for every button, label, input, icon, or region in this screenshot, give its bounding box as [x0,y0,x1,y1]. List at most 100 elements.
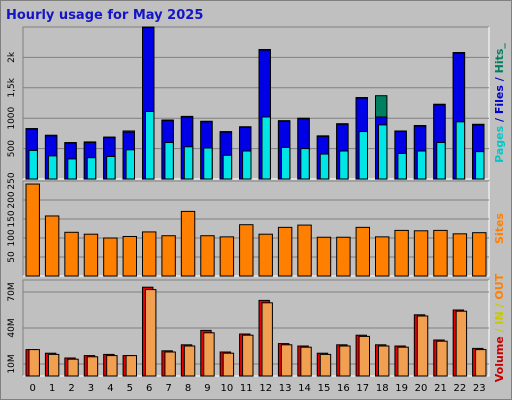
panel-frame-shadow [22,26,489,179]
bar-out-8 [183,345,196,377]
y-tick-label: 200 [7,191,17,208]
legend-entry: _ [493,43,506,49]
bar-pages-14 [300,148,310,180]
side-legend-label: Sites [493,213,506,244]
bar-sites-5 [122,235,138,277]
bar-pages-8 [183,146,194,180]
bar-sites-2 [64,231,79,277]
y-tick-label: 150 [7,210,17,227]
bar-pages-10 [222,154,233,180]
panel-frame-highlight [23,280,490,377]
y-tick-label: 10M [7,354,17,373]
chart-title: Hourly usage for May 2025 [6,8,203,23]
bar-out-3 [86,356,99,377]
bar-pages-9 [203,147,213,180]
y-tick-label: 1,5k [7,77,17,97]
bar-out-14 [300,346,312,377]
bar-out-7 [164,351,176,377]
bar-sites-19 [394,229,409,277]
bar-pages-16 [339,150,349,180]
y-tick-label: 250 [7,172,17,189]
bar-sites-14 [297,224,312,277]
bar-out-1 [47,353,60,377]
bar-out-22 [455,310,468,377]
y-tick-label: 2k [7,51,17,63]
bar-sites-12 [258,233,273,277]
bar-out-4 [106,355,118,377]
x-tick-label: 7 [165,383,171,394]
bar-pages-3 [86,157,97,180]
bar-pages-7 [164,142,174,180]
bar-sites-7 [161,235,176,277]
bar-pages-6 [145,111,155,180]
bar-sites-3 [83,233,99,277]
bar-out-9 [203,332,215,377]
side-legend-label: Pages / Files / Hits_ [493,43,506,163]
bar-sites-15 [316,236,332,277]
x-tick-label: 8 [185,383,191,394]
bar-out-11 [242,334,254,377]
x-tick-label: 15 [318,383,331,394]
x-tick-label: 12 [259,383,272,394]
bar-pages-20 [416,150,427,180]
bar-out-19 [397,346,409,377]
x-tick-label: 11 [240,383,253,394]
legend-entry: Volume [493,336,506,382]
bar-pages-13 [280,146,291,180]
legend-entry: OUT [493,273,506,299]
legend-entry: Sites [493,213,506,244]
legend-entry: / [493,325,506,337]
x-tick-label: 23 [473,383,486,394]
bar-out-13 [280,344,293,377]
panel-frame-shadow [22,279,489,376]
panel-frame-highlight [23,181,490,277]
x-tick-label: 16 [337,383,350,394]
bar-out-10 [222,352,235,377]
bar-sites-6 [142,231,157,277]
bar-out-0 [28,349,40,377]
panel-0: 500 1000 1,5k 2k Pages / Files / Hits_ [7,26,506,180]
bar-out-5 [125,355,138,377]
x-tick-label: 9 [204,383,210,394]
x-tick-label: 2 [68,383,74,394]
x-tick-label: 3 [88,383,94,394]
x-axis: 0 1 2 3 4 5 6 7 8 9 10 11 12 13 14 15 16 17 18 19 20 21 22 23 [30,383,486,394]
bar-pages-17 [358,131,369,180]
x-tick-label: 18 [376,383,389,394]
bar-pages-18 [378,124,388,180]
x-tick-label: 19 [395,383,408,394]
bar-sites-18 [375,236,390,277]
bar-pages-12 [261,116,271,180]
bar-pages-23 [475,151,485,180]
x-tick-label: 6 [146,383,152,394]
y-tick-label: 500 [7,140,17,157]
bar-sites-22 [452,233,468,277]
legend-entry: / [493,300,506,312]
x-tick-label: 4 [107,383,113,394]
bar-pages-11 [242,150,252,180]
bar-pages-5 [125,149,136,180]
bar-out-18 [378,345,390,377]
panel-frame-highlight [23,27,490,180]
bar-out-6 [145,289,157,377]
x-tick-label: 0 [30,383,36,394]
bar-pages-19 [397,152,407,180]
bar-sites-20 [413,230,429,277]
bar-sites-21 [433,229,448,277]
bar-out-20 [416,315,429,377]
panel-2: 10M 40M 70M Volume / IN / OUT [7,273,506,382]
legend-entry: IN [493,311,506,324]
panel-plot-area [23,181,489,276]
legend-entry: Files [493,85,506,115]
y-tick-label: 50 [7,251,17,263]
bar-sites-16 [336,236,351,277]
bar-out-23 [475,349,487,377]
legend-entry: Pages [493,125,506,163]
panel-1: 50 100 150 200 250 Sites [7,172,506,277]
x-tick-label: 22 [454,383,467,394]
bar-sites-10 [219,236,235,277]
bar-out-15 [319,353,332,377]
bar-pages-22 [455,121,466,180]
x-tick-label: 17 [356,383,369,394]
